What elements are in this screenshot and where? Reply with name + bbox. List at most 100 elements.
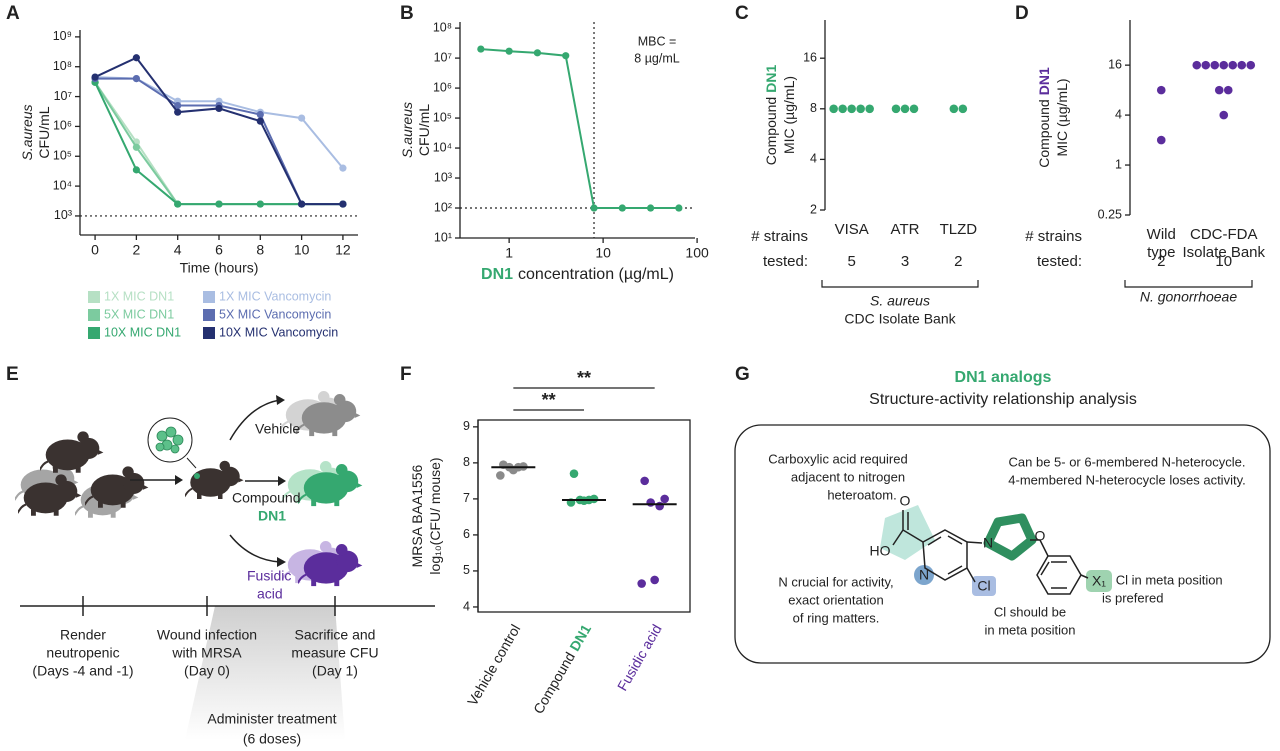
data-point <box>174 200 182 208</box>
x-tick-label: Vehicle control <box>464 621 523 708</box>
data-point <box>1192 60 1202 70</box>
panel-label: E <box>6 364 19 385</box>
y-tick-label: 1 <box>1115 157 1122 171</box>
y-tick-label: 5 <box>463 563 470 577</box>
legend-swatch <box>88 309 100 321</box>
data-point <box>477 45 485 53</box>
data-point <box>174 101 182 110</box>
sar-note: in meta position <box>984 622 1075 637</box>
y-tick-label: 10⁴ <box>433 140 452 154</box>
y-axis-label: CFU/mL <box>416 104 432 156</box>
data-point <box>909 104 919 114</box>
y-tick-label: 16 <box>803 50 817 64</box>
data-point <box>650 575 659 585</box>
y-tick-label: 10⁹ <box>53 29 72 43</box>
data-point <box>256 117 264 125</box>
x-tick-label: CompoundDN1 <box>530 621 594 716</box>
group-label: CDC Isolate Bank <box>844 311 956 327</box>
data-point <box>132 143 140 151</box>
panel-g: DN1 analogs Structure-activity relations… <box>734 369 1271 664</box>
group-label: S. aureus <box>870 293 930 309</box>
data-point <box>958 104 968 114</box>
x-tick-label: 6 <box>215 242 223 258</box>
y-axis-label: MRSA BAA1556 <box>409 464 425 567</box>
y-axis-label-part: MIC (µg/mL) <box>1054 78 1070 156</box>
x-tick-label: VISA <box>835 221 869 238</box>
data-point <box>132 166 140 174</box>
x-tick-label: Wild <box>1147 226 1176 243</box>
arrow <box>229 399 281 441</box>
y-axis-label-part: CFU/mL <box>416 104 432 156</box>
sar-note: Cl should be <box>994 604 1066 619</box>
data-point <box>562 52 570 60</box>
bonds <box>892 510 1089 595</box>
legend-label: 5X MIC Vancomycin <box>219 307 331 321</box>
data-point <box>569 469 579 478</box>
x-tick-label-highlight: DN1 <box>566 621 594 653</box>
x-tick-label: Fusidic acid <box>614 621 665 693</box>
x-tick-label: 100 <box>685 245 709 261</box>
strains-label: tested: <box>763 253 808 270</box>
panel-label: F <box>400 364 412 385</box>
y-axis-label: CFU/mL <box>36 106 52 158</box>
legend-label: 1X MIC Vancomycin <box>219 289 331 303</box>
y-tick-label: 10⁶ <box>53 119 72 133</box>
highlight <box>1086 570 1112 592</box>
strains-label: tested: <box>1037 253 1082 270</box>
y-tick-label: 2 <box>810 202 817 216</box>
y-axis-label: Compound DN1 <box>763 65 779 166</box>
y-tick-label: 10⁴ <box>53 178 72 192</box>
data-point <box>533 49 542 57</box>
y-tick-label: 10² <box>434 200 452 214</box>
highlight <box>972 576 996 596</box>
x-tick-label: CDC-FDA <box>1190 226 1258 243</box>
frame <box>734 424 1271 664</box>
data-point <box>132 74 140 83</box>
strain-count: 3 <box>901 253 909 270</box>
y-axis-label: MIC (µg/mL) <box>1054 78 1070 156</box>
data-point <box>640 476 649 486</box>
data-point <box>256 200 264 208</box>
data-point <box>91 73 99 81</box>
x-tick-label: type <box>1147 244 1175 261</box>
y-tick-label: 8 <box>810 101 817 115</box>
x-tick-label: 0 <box>91 242 99 258</box>
y-axis-label-highlight: DN1 <box>1036 67 1052 95</box>
legend-swatch <box>203 291 215 303</box>
group-label: N. gonorrhoeae <box>1140 289 1238 305</box>
sar-note: adjacent to nitrogen <box>791 469 905 484</box>
data-point <box>1237 60 1247 70</box>
timeline-label: Render <box>60 627 106 643</box>
x-tick-label: 4 <box>174 242 182 258</box>
y-tick-label: 10³ <box>434 170 452 184</box>
panel-label: C <box>735 3 749 24</box>
data-point <box>1156 135 1166 145</box>
sar-note: of ring matters. <box>793 610 880 625</box>
data-point <box>865 104 874 114</box>
data-point <box>856 104 865 114</box>
sar-note: N crucial for activity, <box>778 574 893 589</box>
data-point <box>637 579 646 588</box>
legend-label: 1X MIC DN1 <box>104 289 174 303</box>
data-point <box>1219 110 1229 120</box>
y-axis-label: MIC (µg/mL) <box>781 76 797 154</box>
data-point <box>1219 60 1229 70</box>
sar-note: is prefered <box>1102 590 1163 605</box>
arm-label: acid <box>257 586 283 602</box>
arm-label: Fusidic <box>247 568 291 584</box>
legend-label: 10X MIC Vancomycin <box>219 325 338 339</box>
sar-note: 4-membered N-heterocycle loses activity. <box>1008 472 1245 487</box>
data-point <box>298 114 306 122</box>
data-point <box>847 104 856 114</box>
group-bracket <box>1124 280 1253 288</box>
data-point <box>646 204 655 212</box>
frame <box>477 419 691 613</box>
strain-count: 2 <box>1157 253 1165 270</box>
y-tick-label: 10¹ <box>434 230 452 244</box>
y-axis-label: S.aureus <box>399 102 415 158</box>
y-tick-label: 10³ <box>54 208 72 222</box>
data-point <box>1228 60 1238 70</box>
arm-label: Vehicle <box>255 421 300 437</box>
inset-pointer <box>186 457 197 469</box>
treatment-label: Administer treatment <box>207 711 336 727</box>
